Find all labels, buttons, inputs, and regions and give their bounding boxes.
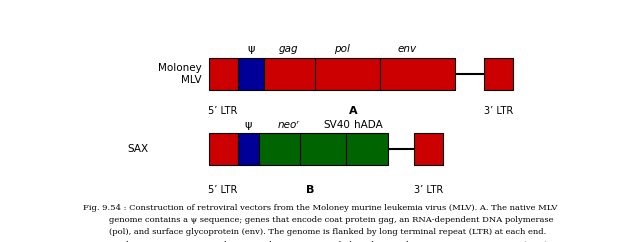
Bar <box>260 133 388 165</box>
Text: B: B <box>306 185 314 195</box>
Bar <box>414 133 443 165</box>
Text: hADA: hADA <box>354 120 383 130</box>
Text: SAX: SAX <box>127 144 148 154</box>
Bar <box>238 133 260 165</box>
Text: gag: gag <box>278 44 298 54</box>
Text: (pol), and surface glycoprotein (env). The genome is flanked by long terminal re: (pol), and surface glycoprotein (env). T… <box>109 228 547 236</box>
Text: A: A <box>349 106 358 116</box>
Bar <box>238 58 264 90</box>
Text: Moloney
MLV: Moloney MLV <box>158 63 202 84</box>
Text: 3’ LTR: 3’ LTR <box>484 106 514 116</box>
Text: SV40: SV40 <box>323 120 350 130</box>
Text: 5’ LTR: 5’ LTR <box>208 106 238 116</box>
Text: env: env <box>397 44 416 54</box>
Text: ψ: ψ <box>245 120 252 130</box>
Text: Fig. 9.54 : Construction of retroviral vectors from the Moloney murine leukemia : Fig. 9.54 : Construction of retroviral v… <box>83 204 557 212</box>
Text: genome contains a ψ sequence; genes that encode coat protein gag, an RNA-depende: genome contains a ψ sequence; genes that… <box>109 216 554 224</box>
Bar <box>484 58 513 90</box>
Text: pol: pol <box>334 44 349 54</box>
Text: 5’ LTR: 5’ LTR <box>208 185 238 195</box>
Text: neoʳ: neoʳ <box>277 120 300 130</box>
Bar <box>264 58 456 90</box>
Text: B. The SAX vector retains the LTR and ψ sequence includes a bacterial neomycin r: B. The SAX vector retains the LTR and ψ … <box>109 241 548 242</box>
Text: ψ: ψ <box>247 44 255 54</box>
Bar <box>208 133 238 165</box>
Text: 3’ LTR: 3’ LTR <box>414 185 443 195</box>
Bar <box>208 58 238 90</box>
